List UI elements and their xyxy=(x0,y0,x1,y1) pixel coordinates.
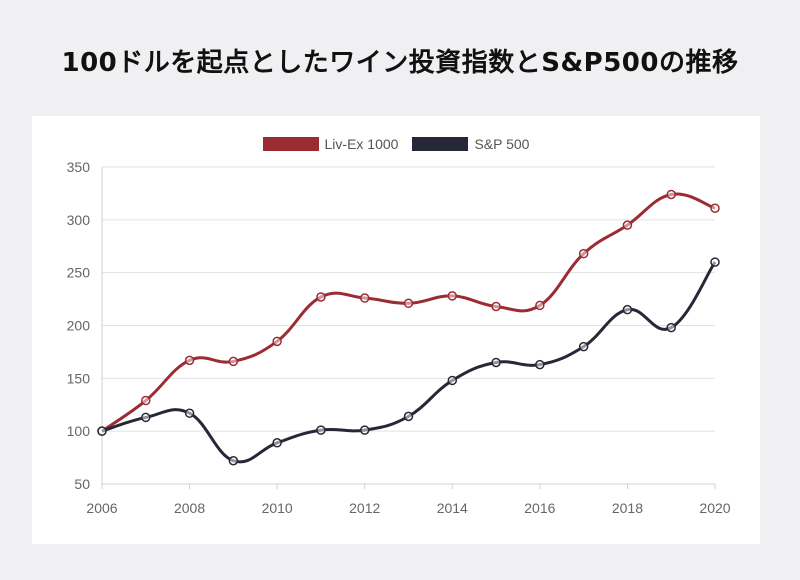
data-point-sp500 xyxy=(578,341,589,352)
data-point-liv-ex xyxy=(272,336,282,347)
data-point-sp500 xyxy=(666,322,676,333)
legend-item-sp500[interactable]: S&P 500 xyxy=(412,136,529,152)
data-point-liv-ex xyxy=(403,298,414,309)
data-point-liv-ex xyxy=(316,292,326,302)
data-point-sp500 xyxy=(359,425,370,435)
x-tick-label: 2014 xyxy=(437,500,468,516)
y-tick-label: 100 xyxy=(67,423,91,439)
data-point-liv-ex xyxy=(491,301,501,312)
data-point-liv-ex xyxy=(622,220,633,230)
x-tick-label: 2008 xyxy=(174,500,205,516)
y-tick-label: 50 xyxy=(74,476,90,492)
data-point-sp500 xyxy=(447,375,458,386)
data-point-liv-ex xyxy=(710,203,720,213)
x-tick-label: 2006 xyxy=(86,500,117,516)
x-tick-label: 2012 xyxy=(349,500,380,516)
data-point-sp500 xyxy=(141,412,151,423)
y-tick-label: 300 xyxy=(67,212,91,228)
chart-legend: Liv-Ex 1000 S&P 500 xyxy=(32,136,760,152)
data-point-liv-ex xyxy=(184,355,195,366)
data-point-sp500 xyxy=(710,257,720,267)
data-point-liv-ex xyxy=(666,189,676,200)
legend-label-sp500: S&P 500 xyxy=(474,136,530,152)
data-point-sp500 xyxy=(228,456,239,466)
data-point-sp500 xyxy=(316,425,326,435)
data-point-liv-ex xyxy=(447,291,458,301)
legend-swatch-sp500 xyxy=(412,137,469,151)
legend-label-liv-ex: Liv-Ex 1000 xyxy=(324,136,399,152)
data-point-liv-ex xyxy=(535,300,545,311)
y-tick-label: 200 xyxy=(67,318,91,334)
data-point-liv-ex xyxy=(578,248,589,259)
data-point-sp500 xyxy=(97,426,107,436)
data-point-sp500 xyxy=(535,359,545,370)
data-point-liv-ex xyxy=(359,293,370,303)
data-point-sp500 xyxy=(272,438,282,448)
data-point-liv-ex xyxy=(141,395,151,406)
chart-card: 350 300 250 200 150 100 50 2006 2008 2010 2012 2014… xyxy=(32,116,760,544)
legend-swatch-liv-ex xyxy=(262,137,319,151)
x-tick-label: 2010 xyxy=(262,500,293,516)
data-point-liv-ex xyxy=(228,356,239,367)
x-tick-label: 2018 xyxy=(612,500,643,516)
data-point-sp500 xyxy=(403,411,414,422)
x-tick-label: 2016 xyxy=(524,500,555,516)
data-point-sp500 xyxy=(491,357,501,368)
x-tick-label: 2020 xyxy=(699,500,730,516)
page-title: 100ドルを起点としたワイン投資指数とS&P500の推移 xyxy=(61,48,739,78)
y-tick-label: 250 xyxy=(67,265,91,281)
data-point-sp500 xyxy=(622,304,633,315)
data-point-sp500 xyxy=(184,408,195,418)
line-chart: 350 300 250 200 150 100 50 2006 2008 2010 2012 2014… xyxy=(67,159,731,516)
y-tick-label: 350 xyxy=(67,159,91,175)
legend-item-liv-ex[interactable]: Liv-Ex 1000 xyxy=(262,136,399,152)
y-tick-label: 150 xyxy=(67,370,91,386)
